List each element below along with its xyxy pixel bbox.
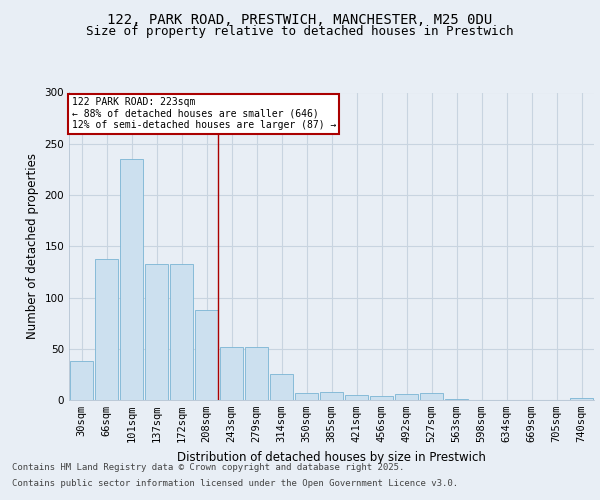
Bar <box>320 392 343 400</box>
Bar <box>370 396 393 400</box>
Bar <box>445 399 468 400</box>
Bar <box>95 258 118 400</box>
Bar <box>145 264 168 400</box>
Bar <box>420 393 443 400</box>
Bar <box>570 398 593 400</box>
Bar <box>395 394 418 400</box>
Bar <box>345 395 368 400</box>
Bar <box>270 374 293 400</box>
Text: Contains public sector information licensed under the Open Government Licence v3: Contains public sector information licen… <box>12 478 458 488</box>
Bar <box>170 264 193 400</box>
Bar <box>220 346 243 400</box>
Bar <box>295 393 318 400</box>
Bar <box>70 361 93 400</box>
Bar <box>195 310 218 400</box>
Y-axis label: Number of detached properties: Number of detached properties <box>26 153 39 339</box>
Bar <box>245 346 268 400</box>
Text: Contains HM Land Registry data © Crown copyright and database right 2025.: Contains HM Land Registry data © Crown c… <box>12 464 404 472</box>
Text: 122 PARK ROAD: 223sqm
← 88% of detached houses are smaller (646)
12% of semi-det: 122 PARK ROAD: 223sqm ← 88% of detached … <box>71 97 336 130</box>
Text: Size of property relative to detached houses in Prestwich: Size of property relative to detached ho… <box>86 25 514 38</box>
X-axis label: Distribution of detached houses by size in Prestwich: Distribution of detached houses by size … <box>177 450 486 464</box>
Bar <box>120 159 143 400</box>
Text: 122, PARK ROAD, PRESTWICH, MANCHESTER, M25 0DU: 122, PARK ROAD, PRESTWICH, MANCHESTER, M… <box>107 12 493 26</box>
